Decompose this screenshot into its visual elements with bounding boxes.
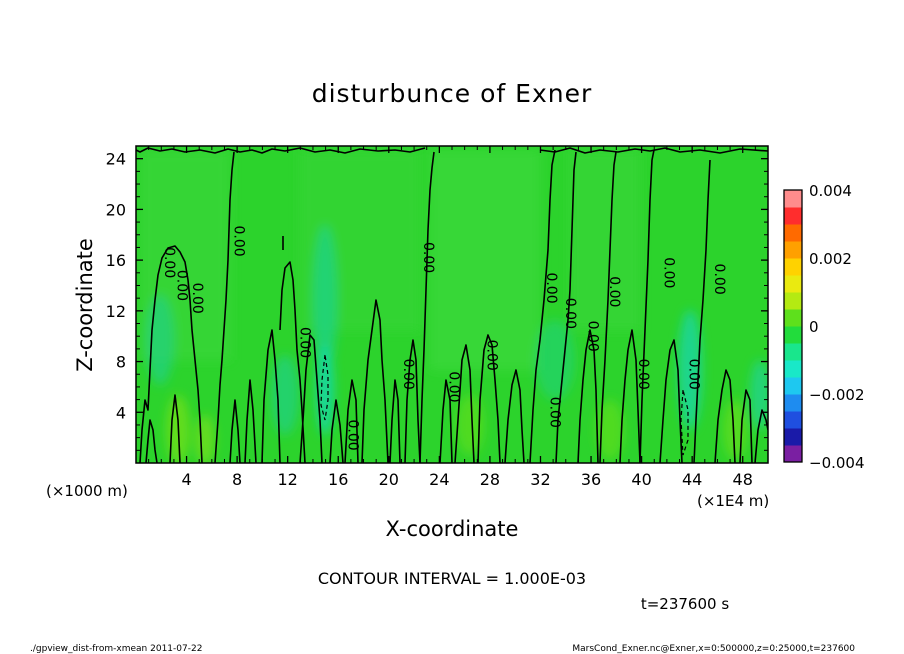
contour-label: 0.00 <box>483 340 499 371</box>
contour-label: 0.00 <box>562 298 578 329</box>
x-tick-label: 16 <box>328 470 348 489</box>
colorbar-swatch <box>784 292 802 310</box>
colorbar-tick-label: −0.004 <box>809 454 865 472</box>
colorbar-swatch <box>784 190 802 208</box>
colorbar-swatch <box>784 258 802 276</box>
colorbar-swatch <box>784 207 802 225</box>
time-label: t=237600 s <box>641 595 729 613</box>
x-tick-label: 40 <box>631 470 651 489</box>
colorbar-swatch <box>784 360 802 378</box>
y-tick-label: 4 <box>116 403 126 422</box>
x-tick-label: 28 <box>480 470 500 489</box>
colorbar-swatch <box>784 275 802 293</box>
y-axis-label: Z-coordinate <box>73 238 97 372</box>
x-axis: 4 8 12 16 20 24 28 32 36 40 44 48 <box>148 146 756 489</box>
contour-label: 0.00 <box>660 257 676 288</box>
colorbar-tick-label: 0.002 <box>809 250 852 268</box>
contour-label: 0.00 <box>420 242 436 273</box>
colorbar-swatch <box>784 343 802 361</box>
field-shading <box>140 150 768 463</box>
dashed-contours <box>320 354 689 456</box>
contour-label: 0.00 <box>296 327 312 358</box>
contour-label: 0.00 <box>635 359 651 390</box>
colorbar-swatch <box>784 224 802 242</box>
x-tick-label: 4 <box>181 470 191 489</box>
contour-label: 0.00 <box>174 270 190 301</box>
contour-label: 0.00 <box>344 420 360 451</box>
contour-label: 0.00 <box>543 272 559 303</box>
y-tick-label: 8 <box>116 353 126 372</box>
colorbar-swatch <box>784 326 802 344</box>
colorbar-swatch <box>784 445 802 463</box>
y-tick-label: 20 <box>106 200 126 219</box>
x-unit-right: (×1E4 m) <box>697 492 769 510</box>
x-tick-label: 44 <box>682 470 702 489</box>
contour-label: 0.00 <box>400 359 416 390</box>
colorbar-frame <box>783 189 803 463</box>
colorbar-swatch <box>784 428 802 446</box>
colorbar-tick-label: 0 <box>809 318 819 336</box>
colorbar-tick-label: 0.004 <box>809 182 852 200</box>
chart-title: disturbunce of Exner <box>312 79 593 108</box>
colorbar-swatch <box>784 394 802 412</box>
y-tick-label: 12 <box>106 302 126 321</box>
colorbar-swatch <box>784 241 802 259</box>
y-axis: 4 8 12 16 20 24 <box>106 150 768 451</box>
colorbar-tick-label: −0.002 <box>809 386 865 404</box>
contour-interval: CONTOUR INTERVAL = 1.000E-03 <box>318 569 586 588</box>
footer-right: MarsCond_Exner.nc@Exner,x=0:500000,z=0:2… <box>572 644 855 654</box>
x-axis-label: X-coordinate <box>386 517 519 541</box>
contour-label: 0.00 <box>606 276 622 307</box>
x-tick-label: 24 <box>429 470 449 489</box>
y-tick-label: 24 <box>106 150 126 169</box>
contour-label: 0.00 <box>445 371 461 402</box>
contour-label: 0.00 <box>161 247 177 278</box>
contour-label: 0.00 <box>231 226 247 257</box>
colorbar-swatch <box>784 411 802 429</box>
colorbar-swatch <box>784 309 802 327</box>
contour-label: 0.00 <box>189 283 205 314</box>
x-tick-label: 32 <box>530 470 550 489</box>
contour-label: 0.00 <box>547 397 563 428</box>
x-tick-label: 48 <box>733 470 753 489</box>
contour-label: 0.00 <box>711 264 727 295</box>
x-tick-label: 20 <box>379 470 399 489</box>
x-tick-label: 12 <box>278 470 298 489</box>
footer-left: ./gpview_dist-from-xmean 2011-07-22 <box>30 644 202 654</box>
plot-area: 0.000.00 0.000.000.000.000.000.000.000.00… <box>136 146 768 463</box>
x-tick-label: 8 <box>232 470 242 489</box>
colorbar-swatch <box>784 377 802 395</box>
colorbar: 0.004 0.002 0 −0.002 −0.004 <box>783 182 865 472</box>
contour-label: 0.00 <box>585 321 601 352</box>
x-unit-left: (×1000 m) <box>46 482 128 500</box>
contour-label: 0.00 <box>686 359 702 390</box>
x-tick-label: 36 <box>581 470 601 489</box>
y-tick-label: 16 <box>106 251 126 270</box>
contour-labels: 0.000.00 0.000.000.000.000.000.000.000.00… <box>161 226 727 451</box>
contour-lines <box>136 147 768 463</box>
